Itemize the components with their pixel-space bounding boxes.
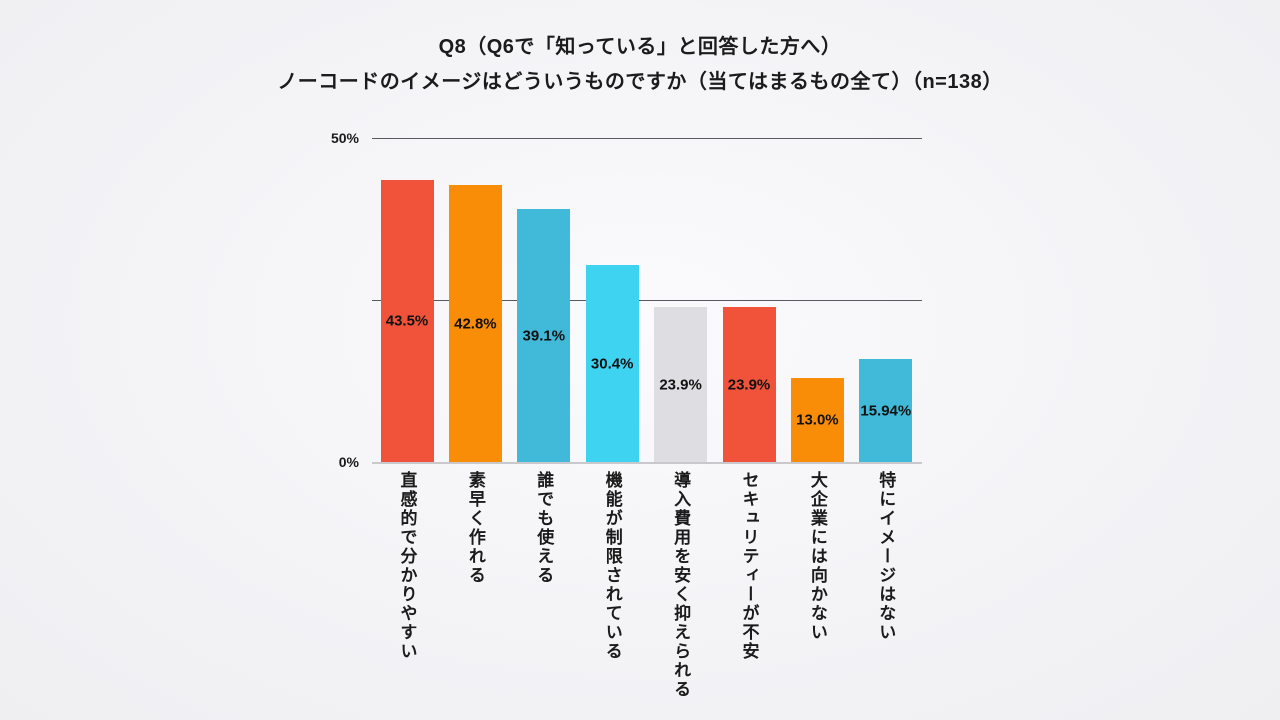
bar-1: 42.8% xyxy=(448,185,502,462)
bar-value-label: 42.8% xyxy=(454,315,497,332)
bar-7: 15.94% xyxy=(859,359,913,462)
category-label: 特にイメージはない xyxy=(876,471,896,642)
bar-value-label: 23.9% xyxy=(659,376,702,393)
category-label: 素早く作れる xyxy=(465,471,485,585)
bar-value-label: 39.1% xyxy=(522,327,566,344)
chart-title-line1: Q8（Q6で「知っている」と回答した方へ） xyxy=(438,36,842,58)
y-axis-tick-0: 0% xyxy=(338,454,359,470)
bar-4: 23.9% xyxy=(654,307,708,462)
bar-value-label: 23.9% xyxy=(727,376,771,393)
bar-chart: 50% 0% 43.5% 直感的で分かりやすい 42.8% 素早く作れる 39.1% 誰で… xyxy=(331,130,922,699)
bar-3: 30.4% xyxy=(585,265,639,462)
bar-6: 13.0% xyxy=(790,378,844,462)
gridline-50-percent xyxy=(372,138,922,139)
bar-value-label: 13.0% xyxy=(796,411,839,429)
bar-value-label: 43.5% xyxy=(385,312,429,330)
bar-value-label: 15.94% xyxy=(860,402,912,419)
chart-title: Q8（Q6で「知っている」と回答した方へ） ノーコードのイメージはどういうもので… xyxy=(0,30,1280,100)
bars-container: 43.5% 直感的で分かりやすい 42.8% 素早く作れる 39.1% 誰でも使える 30.… xyxy=(372,138,922,699)
chart-title-line2: ノーコードのイメージはどういうものですか（当てはまるもの全て）（n=138） xyxy=(277,71,1003,93)
x-axis-baseline xyxy=(372,462,922,464)
category-label: 大企業には向かない xyxy=(807,471,827,642)
category-label: 機能が制限されている xyxy=(602,471,622,661)
category-label: 直感的で分かりやすい xyxy=(397,471,417,661)
category-label: 誰でも使える xyxy=(534,471,554,585)
bar-2: 39.1% xyxy=(517,209,571,462)
bar-0: 43.5% xyxy=(380,180,434,462)
bar-5: 23.9% xyxy=(722,307,776,462)
bar-value-label: 30.4% xyxy=(590,355,634,372)
category-label: セキュリティーが不安 xyxy=(739,471,759,661)
category-label: 導入費用を安く抑えられる xyxy=(671,471,691,699)
y-axis-tick-50: 50% xyxy=(330,130,359,146)
gridline-25-percent xyxy=(372,300,922,301)
